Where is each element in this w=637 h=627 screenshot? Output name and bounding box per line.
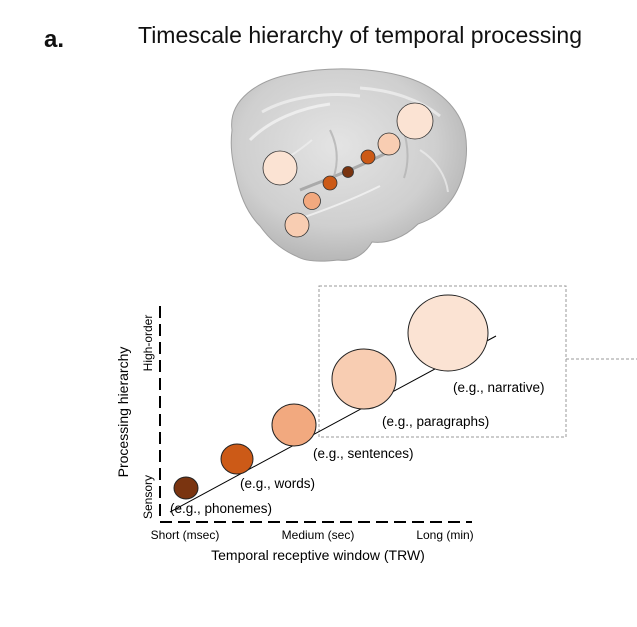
brain-marker-level-5 bbox=[262, 150, 298, 186]
level-narrative-circle bbox=[407, 294, 489, 372]
level-sentences-circle bbox=[271, 403, 317, 447]
highlight-box bbox=[318, 285, 567, 438]
brain-marker-level-5 bbox=[396, 102, 434, 140]
level-words-circle bbox=[220, 443, 254, 475]
brain-marker-level-3 bbox=[303, 192, 321, 210]
y-axis-label: Processing hierarchy bbox=[115, 347, 131, 478]
brain-marker-level-2 bbox=[360, 149, 376, 165]
brain-marker-level-4 bbox=[284, 212, 310, 238]
y-axis-low-label: Sensory bbox=[141, 475, 155, 519]
panel-letter: a. bbox=[44, 26, 65, 53]
x-axis-label: Temporal receptive window (TRW) bbox=[211, 547, 425, 563]
level-phonemes-label: (e.g., phonemes) bbox=[170, 501, 272, 516]
brain-marker-level-2 bbox=[322, 175, 338, 191]
x-tick-medium: Medium (sec) bbox=[282, 528, 355, 542]
brain-marker-level-3 bbox=[377, 132, 401, 156]
level-narrative-label: (e.g., narrative) bbox=[453, 380, 545, 395]
level-words-label: (e.g., words) bbox=[240, 476, 315, 491]
brain-markers bbox=[262, 102, 434, 238]
level-paragraphs-label: (e.g., paragraphs) bbox=[382, 414, 489, 429]
figure-title: Timescale hierarchy of temporal processi… bbox=[138, 22, 582, 48]
level-phonemes-circle bbox=[173, 476, 199, 500]
level-sentences-label: (e.g., sentences) bbox=[313, 446, 414, 461]
x-tick-short: Short (msec) bbox=[151, 528, 220, 542]
level-paragraphs-circle bbox=[331, 348, 397, 410]
y-axis-high-label: High-order bbox=[141, 315, 155, 372]
brain-marker-level-1 bbox=[342, 166, 354, 178]
hierarchy-levels bbox=[173, 294, 489, 500]
x-tick-long: Long (min) bbox=[416, 528, 473, 542]
